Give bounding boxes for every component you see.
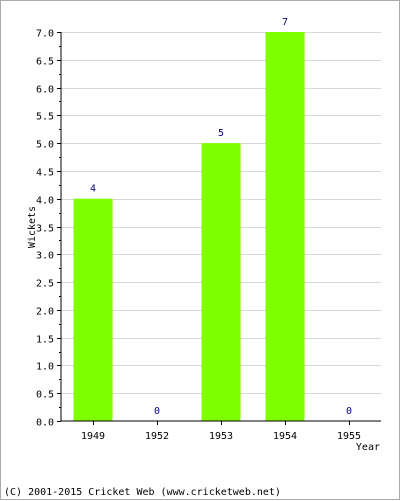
x-tick-label-1949: 1949 [81, 431, 105, 442]
x-tick-label-1952: 1952 [145, 431, 169, 442]
footer-copyright: (C) 2001-2015 Cricket Web (www.cricketwe… [4, 487, 281, 498]
data-label-1953: 5 [218, 128, 224, 139]
y-tick-label: 6.0 [36, 85, 54, 96]
bar-1954 [265, 32, 305, 421]
x-tick-label-1955: 1955 [337, 431, 361, 442]
y-tick-label: 0.5 [36, 390, 54, 401]
x-axis-title: Year [356, 442, 380, 453]
y-tick-label: 4.5 [36, 168, 54, 179]
y-tick-label: 5.5 [36, 112, 54, 123]
bars [73, 32, 305, 421]
y-tick-label: 2.0 [36, 307, 54, 318]
y-axis-title: Wickets [27, 206, 38, 248]
y-tick-label: 1.0 [36, 362, 54, 373]
y-tick-label: 1.5 [36, 335, 54, 346]
y-tick-labels: 0.0 0.5 1.0 1.5 2.0 2.5 3.0 3.5 4.0 4.5 5.0 5.5 6.0 6… [36, 29, 61, 429]
y-tick-label: 6.5 [36, 57, 54, 68]
y-tick-label: 3.0 [36, 251, 54, 262]
x-tick-label-1953: 1953 [209, 431, 233, 442]
data-label-1949: 4 [90, 184, 96, 195]
y-tick-label: 4.0 [36, 196, 54, 207]
data-label-1952: 0 [154, 406, 160, 417]
x-tick-labels: 1949 1952 1953 1954 1955 [81, 421, 361, 442]
bar-1953 [201, 143, 241, 421]
data-label-1955: 0 [346, 406, 352, 417]
y-tick-label: 0.0 [36, 418, 54, 429]
data-label-1954: 7 [282, 17, 288, 28]
data-labels: 4 0 5 7 0 [90, 17, 352, 417]
y-tick-label: 2.5 [36, 279, 54, 290]
x-tick-label-1954: 1954 [273, 431, 297, 442]
y-tick-label: 5.0 [36, 140, 54, 151]
bar-1949 [73, 198, 113, 421]
y-tick-label: 3.5 [36, 224, 54, 235]
y-tick-label: 7.0 [36, 29, 54, 40]
